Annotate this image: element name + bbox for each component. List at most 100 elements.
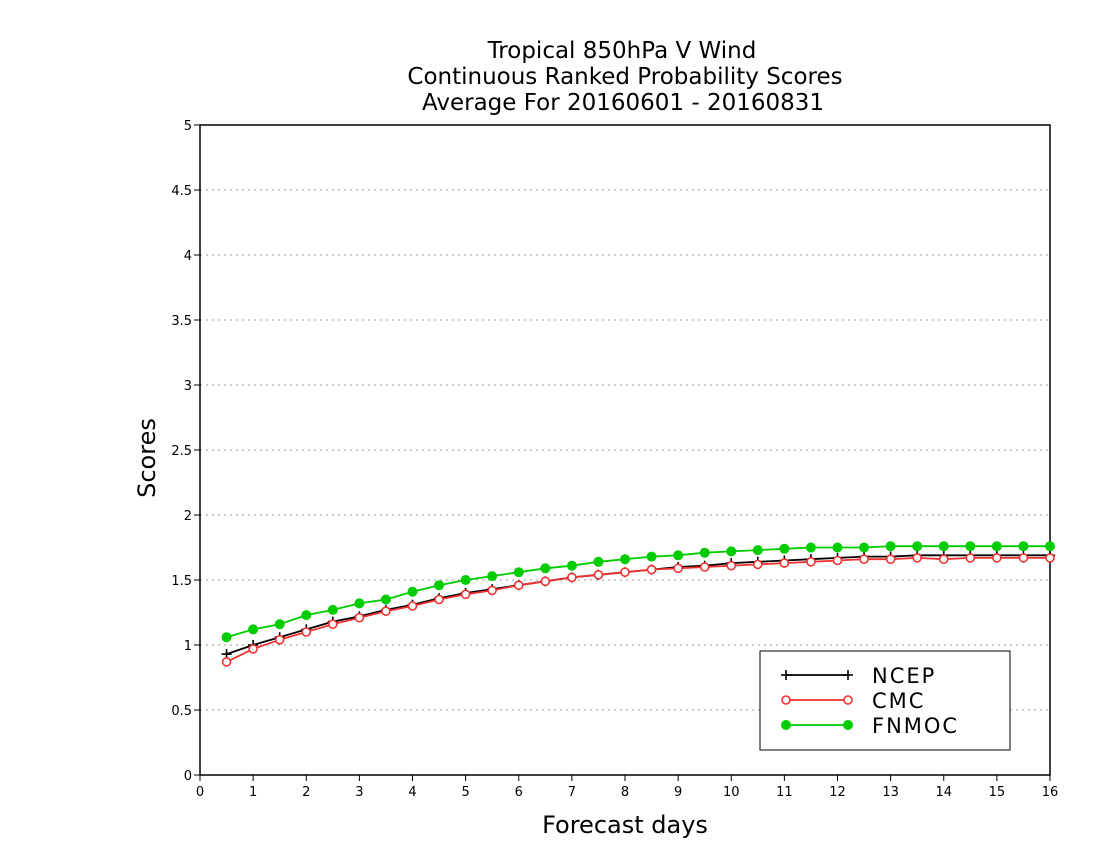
legend-item-ncep: NCEP bbox=[781, 664, 936, 688]
data-point bbox=[221, 632, 232, 643]
data-point bbox=[540, 563, 551, 574]
data-point bbox=[593, 556, 604, 567]
legend-label: NCEP bbox=[872, 664, 936, 688]
y-axis-ticks: 0 0.5 1 1.5 2 2.5 3 3.5 4 4.5 5 bbox=[171, 119, 200, 784]
data-point bbox=[699, 562, 710, 572]
y-tick-label: 3.5 bbox=[171, 314, 192, 329]
y-tick-label: 1.5 bbox=[171, 574, 192, 589]
grid bbox=[200, 189, 1050, 711]
data-point bbox=[992, 553, 1002, 563]
data-point bbox=[248, 624, 259, 635]
data-point bbox=[434, 580, 445, 591]
data-point bbox=[885, 554, 896, 565]
data-point bbox=[832, 555, 843, 566]
series-fnmoc bbox=[221, 541, 1055, 643]
data-point bbox=[859, 554, 869, 565]
legend-marker bbox=[781, 670, 791, 680]
data-point bbox=[487, 585, 497, 596]
y-tick-label: 4 bbox=[184, 249, 192, 264]
data-point bbox=[673, 563, 683, 574]
data-point bbox=[779, 558, 790, 568]
legend-label: FNMOC bbox=[872, 714, 959, 738]
x-tick-label: 15 bbox=[989, 785, 1006, 800]
y-tick-label: 0.5 bbox=[171, 704, 192, 719]
data-point bbox=[248, 644, 258, 654]
data-point bbox=[566, 560, 577, 571]
data-point bbox=[646, 551, 657, 562]
data-point bbox=[540, 576, 551, 587]
y-tick-label: 3 bbox=[184, 379, 192, 394]
data-point bbox=[274, 634, 285, 645]
y-tick-label: 0 bbox=[184, 769, 192, 784]
data-point bbox=[805, 542, 816, 553]
legend-marker bbox=[843, 695, 853, 705]
data-point bbox=[991, 541, 1002, 552]
data-point bbox=[327, 604, 338, 615]
legend-item-fnmoc: FNMOC bbox=[781, 714, 959, 738]
data-point bbox=[301, 627, 312, 637]
legend-marker bbox=[781, 720, 791, 730]
x-tick-label: 4 bbox=[408, 785, 416, 800]
data-point bbox=[699, 547, 710, 558]
plot-frame bbox=[199, 124, 1051, 776]
x-tick-label: 6 bbox=[515, 785, 523, 800]
data-point bbox=[513, 580, 524, 591]
data-point bbox=[753, 559, 763, 570]
x-tick-label: 7 bbox=[568, 785, 576, 800]
x-tick-label: 8 bbox=[621, 785, 629, 800]
data-point bbox=[938, 541, 949, 552]
x-tick-label: 2 bbox=[302, 785, 310, 800]
data-point bbox=[381, 606, 391, 617]
data-point bbox=[567, 572, 577, 583]
x-tick-label: 16 bbox=[1042, 785, 1059, 800]
data-point bbox=[221, 657, 232, 667]
data-point bbox=[620, 554, 630, 565]
data-point bbox=[1045, 553, 1055, 563]
data-point bbox=[274, 619, 285, 630]
series-ncep bbox=[221, 550, 1055, 660]
x-tick-label: 10 bbox=[723, 785, 740, 800]
data-point bbox=[779, 543, 790, 554]
data-point bbox=[912, 541, 923, 552]
legend-marker bbox=[843, 720, 853, 730]
x-tick-label: 1 bbox=[249, 785, 257, 800]
title-line-2: Continuous Ranked Probability Scores bbox=[407, 64, 842, 90]
data-point bbox=[593, 569, 604, 580]
data-point bbox=[885, 541, 896, 552]
data-point bbox=[859, 542, 870, 553]
data-point bbox=[646, 564, 657, 575]
title-line-1: Tropical 850hPa V Wind bbox=[487, 38, 757, 64]
x-tick-label: 11 bbox=[776, 785, 793, 800]
legend-label: CMC bbox=[872, 689, 925, 713]
x-tick-label: 13 bbox=[882, 785, 899, 800]
chart-title: Tropical 850hPa V Wind Continuous Ranked… bbox=[407, 38, 842, 116]
data-point bbox=[380, 594, 391, 605]
data-point bbox=[487, 571, 498, 582]
x-tick-label: 9 bbox=[674, 785, 682, 800]
data-point bbox=[460, 589, 471, 600]
data-point bbox=[620, 567, 630, 578]
x-tick-label: 0 bbox=[196, 785, 204, 800]
title-line-3: Average For 20160601 - 20160831 bbox=[422, 90, 824, 116]
data-point bbox=[726, 546, 737, 557]
data-point bbox=[354, 598, 365, 609]
x-axis-ticks: 0 1 2 3 4 5 6 7 8 9 10 11 12 13 14 15 16 bbox=[196, 775, 1058, 800]
x-axis-label: Forecast days bbox=[542, 811, 708, 839]
data-point bbox=[301, 610, 312, 621]
x-tick-label: 12 bbox=[829, 785, 846, 800]
data-point bbox=[1018, 553, 1029, 563]
data-point bbox=[965, 541, 976, 552]
y-axis-label: Scores bbox=[133, 418, 161, 498]
legend-marker bbox=[843, 670, 853, 680]
data-point bbox=[460, 575, 471, 585]
y-tick-label: 2.5 bbox=[171, 444, 192, 459]
y-tick-label: 1 bbox=[184, 639, 192, 654]
data-point bbox=[752, 545, 763, 556]
data-point bbox=[1018, 541, 1029, 552]
data-point bbox=[806, 556, 816, 567]
y-tick-label: 4.5 bbox=[171, 184, 192, 199]
data-point bbox=[407, 586, 418, 597]
data-point bbox=[354, 612, 365, 623]
